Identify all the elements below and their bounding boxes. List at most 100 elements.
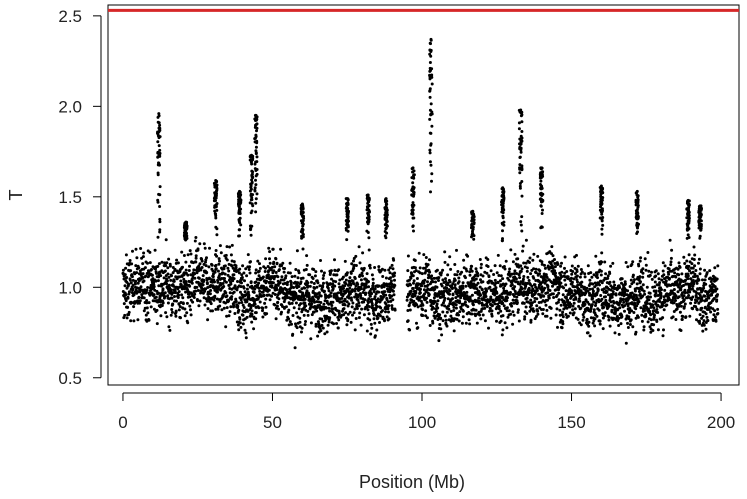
data-point — [243, 290, 247, 294]
data-point — [697, 278, 701, 282]
data-point — [408, 308, 412, 312]
data-point — [508, 267, 512, 271]
data-point — [329, 291, 333, 295]
data-point — [196, 289, 200, 292]
data-point — [254, 183, 258, 187]
data-point — [367, 280, 370, 284]
data-point — [257, 274, 261, 278]
data-point — [685, 236, 689, 240]
data-point — [232, 277, 236, 281]
data-point — [301, 206, 305, 210]
data-point — [385, 315, 389, 319]
data-point — [249, 233, 253, 237]
data-point — [296, 281, 300, 285]
data-point — [145, 299, 149, 302]
data-point — [230, 297, 233, 301]
data-point — [635, 189, 639, 193]
data-point — [327, 320, 331, 324]
data-point — [351, 288, 355, 292]
data-point — [135, 271, 139, 275]
data-point — [636, 315, 640, 319]
data-point — [413, 259, 417, 262]
data-point — [288, 289, 292, 293]
data-point — [167, 275, 171, 279]
data-point — [440, 333, 444, 337]
data-point — [429, 143, 433, 147]
data-point — [580, 270, 584, 274]
data-point — [345, 197, 349, 201]
data-point — [597, 298, 601, 301]
data-point — [645, 301, 649, 305]
data-point — [443, 296, 447, 300]
data-point — [368, 318, 372, 322]
data-point — [698, 272, 702, 276]
data-point — [451, 297, 454, 301]
data-point — [340, 296, 344, 300]
data-point — [442, 289, 446, 293]
data-point — [649, 313, 653, 317]
data-point — [157, 284, 161, 288]
data-point — [366, 201, 370, 205]
data-point — [659, 294, 663, 297]
data-point — [660, 278, 664, 282]
data-point — [478, 285, 482, 289]
data-point — [375, 305, 379, 308]
data-point — [670, 289, 674, 293]
data-point — [184, 268, 188, 272]
data-point — [376, 300, 380, 303]
data-point — [561, 293, 565, 297]
data-point — [658, 300, 662, 303]
data-point — [588, 278, 592, 282]
data-point — [672, 288, 676, 291]
data-point — [387, 317, 391, 321]
data-point — [476, 271, 480, 275]
data-point — [575, 270, 579, 273]
data-point — [661, 261, 665, 265]
data-point — [274, 317, 278, 321]
data-point — [203, 303, 207, 307]
data-point — [310, 302, 314, 306]
data-point — [220, 308, 224, 312]
data-point — [656, 311, 660, 314]
data-point — [695, 291, 699, 295]
data-point — [237, 271, 241, 275]
data-point — [680, 272, 684, 276]
data-point — [684, 315, 688, 319]
data-point — [412, 186, 416, 190]
data-point — [589, 309, 592, 313]
data-point — [609, 264, 613, 268]
data-point — [497, 304, 501, 308]
data-point — [545, 276, 549, 279]
data-point — [682, 255, 686, 259]
data-point — [144, 291, 148, 295]
data-point — [308, 273, 312, 277]
data-point — [568, 305, 572, 309]
data-point — [361, 251, 365, 255]
data-point — [412, 281, 415, 285]
data-point — [409, 276, 413, 280]
data-point — [311, 277, 315, 280]
data-point — [448, 280, 452, 284]
data-point — [215, 254, 219, 258]
data-point — [433, 316, 437, 320]
data-point — [353, 277, 357, 280]
data-point — [389, 279, 393, 283]
data-point — [258, 289, 262, 293]
data-point — [656, 304, 660, 308]
data-point — [213, 193, 217, 197]
data-point — [549, 316, 553, 320]
data-point — [366, 308, 370, 312]
data-point — [553, 265, 557, 269]
data-point — [449, 267, 453, 271]
data-point — [634, 316, 638, 320]
data-point — [124, 253, 128, 257]
data-point — [322, 274, 326, 277]
data-point — [689, 301, 693, 305]
data-point — [691, 307, 695, 311]
data-point — [643, 292, 647, 296]
data-point — [288, 320, 292, 324]
data-point — [506, 296, 509, 300]
data-point — [481, 274, 485, 278]
data-point — [360, 307, 364, 311]
data-point — [192, 296, 196, 299]
